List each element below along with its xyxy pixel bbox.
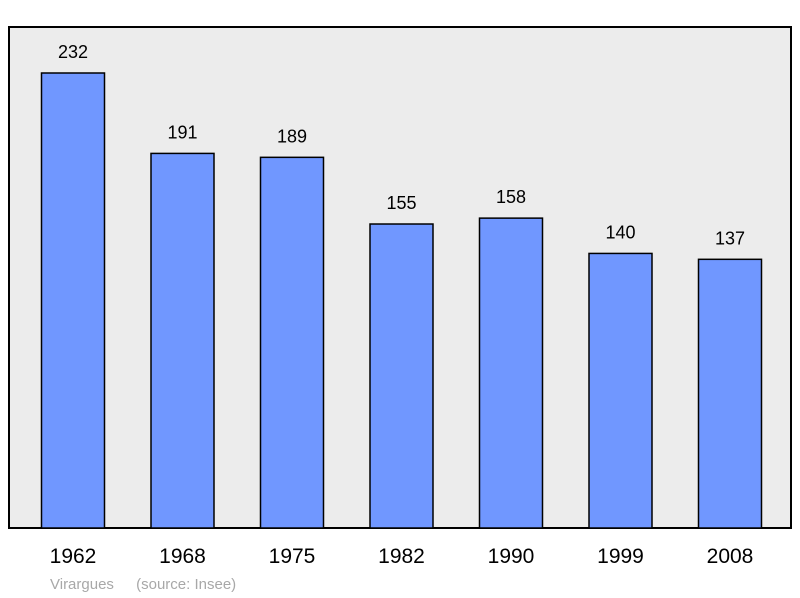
source-note: (source: Insee) bbox=[136, 576, 237, 593]
value-label-1962: 232 bbox=[58, 42, 88, 62]
bar-1999 bbox=[588, 252, 653, 529]
bar-2008 bbox=[697, 258, 763, 529]
x-tick-labels-group: 1962 1968 1975 1982 1990 1999 2008 bbox=[50, 545, 754, 568]
x-tick-label-1975: 1975 bbox=[269, 545, 316, 568]
value-label-1975: 189 bbox=[277, 126, 307, 146]
place-name: Virargues bbox=[50, 576, 114, 593]
value-label-1968: 191 bbox=[167, 122, 197, 142]
value-label-1982: 155 bbox=[386, 193, 416, 213]
bar-1962 bbox=[40, 72, 106, 529]
chart-footer: Virargues (source: Insee) bbox=[50, 576, 254, 593]
x-tick-label-1982: 1982 bbox=[378, 545, 425, 568]
bar-1968 bbox=[150, 152, 215, 529]
value-labels-group: 232 191 189 155 158 140 137 bbox=[58, 42, 745, 248]
x-tick-label-1968: 1968 bbox=[159, 545, 206, 568]
value-label-1990: 158 bbox=[496, 187, 526, 207]
value-label-1999: 140 bbox=[605, 222, 635, 242]
bars-group bbox=[40, 72, 763, 529]
bar-1982 bbox=[369, 223, 434, 529]
x-tick-label-2008: 2008 bbox=[707, 545, 754, 568]
x-tick-label-1999: 1999 bbox=[597, 545, 644, 568]
bar-1975 bbox=[259, 156, 325, 529]
x-tick-label-1990: 1990 bbox=[488, 545, 535, 568]
bar-1990 bbox=[478, 217, 544, 529]
x-tick-label-1962: 1962 bbox=[50, 545, 97, 568]
value-label-2008: 137 bbox=[715, 228, 745, 248]
